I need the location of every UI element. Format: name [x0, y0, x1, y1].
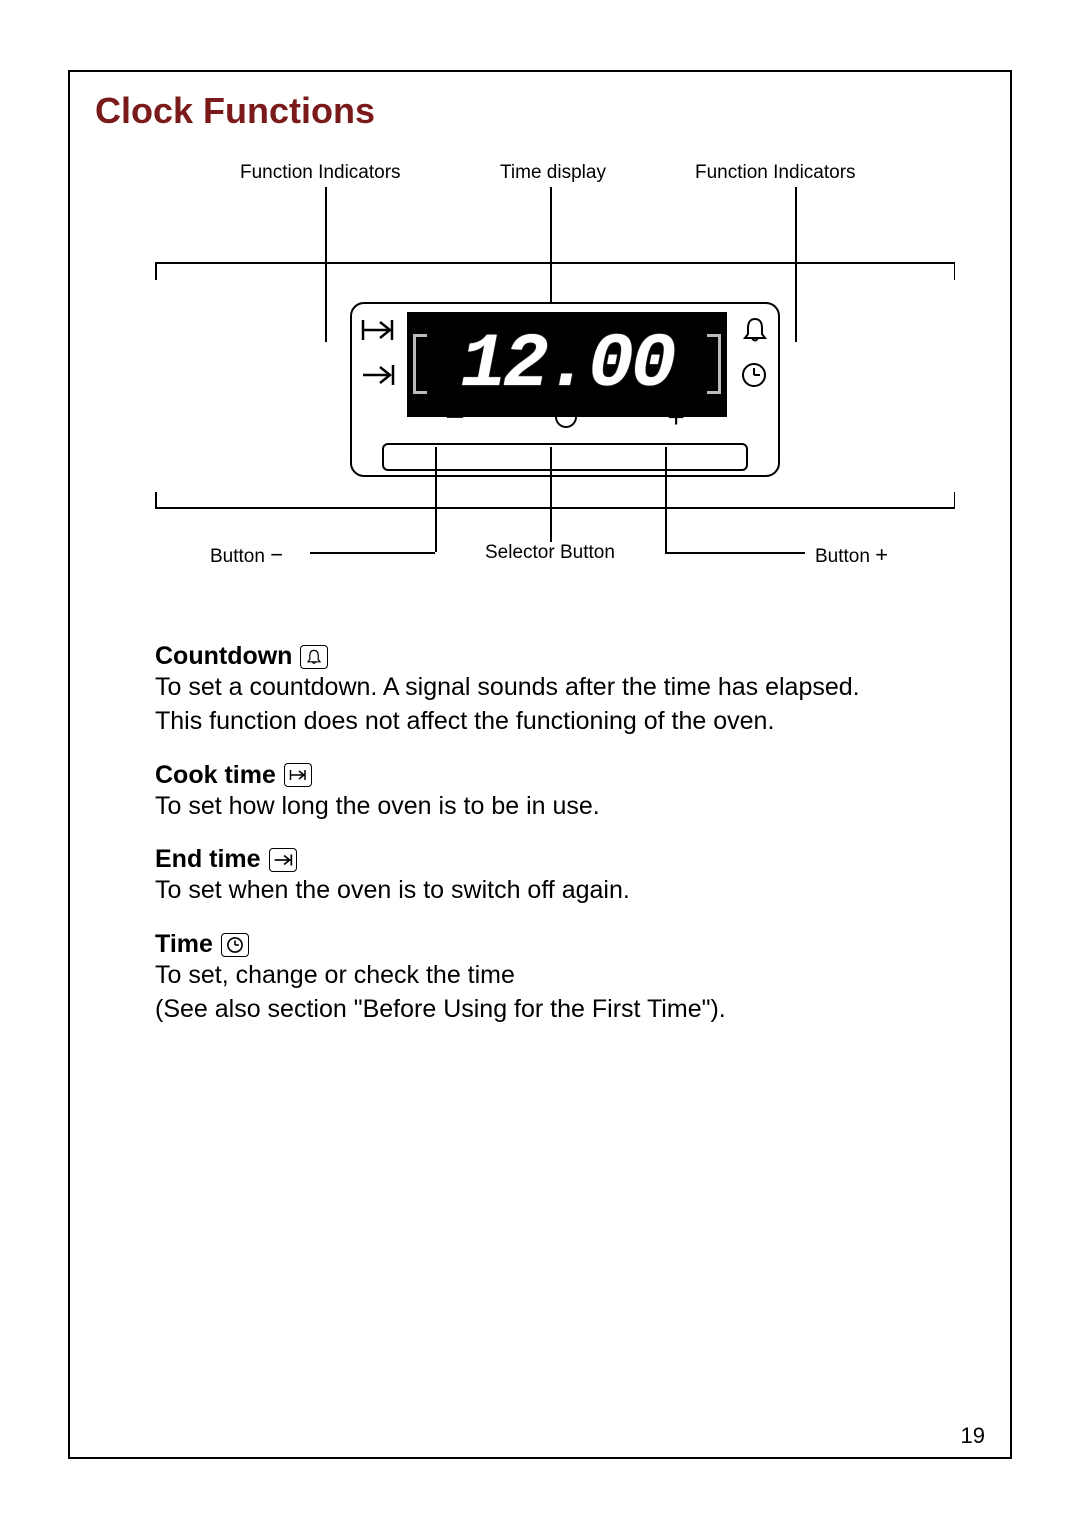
clock-icon [740, 361, 770, 394]
countdown-title-text: Countdown [155, 642, 292, 671]
time-title-text: Time [155, 930, 213, 959]
time-title: Time [155, 930, 925, 959]
leader-h-minus [310, 552, 435, 554]
leader-v3 [795, 187, 797, 342]
left-function-indicators [360, 316, 396, 392]
minus-symbol: − [270, 542, 283, 567]
tick-tr [954, 262, 956, 280]
clock-icon-inline [221, 933, 249, 957]
label-selector-button: Selector Button [485, 542, 615, 564]
time-section: Time To set, change or check the time (S… [155, 930, 925, 1027]
tick-br [954, 492, 956, 507]
time-value: 12.00 [460, 327, 673, 403]
plus-symbol: + [875, 542, 888, 567]
diagram-bottom-line [155, 507, 955, 509]
end-time-icon [360, 363, 396, 392]
label-button-minus: Button − [210, 542, 283, 568]
label-button-plus-text: Button [815, 546, 870, 567]
minus-button[interactable]: − [445, 398, 465, 437]
leader-b1b [435, 507, 437, 552]
cooktime-title: Cook time [155, 761, 925, 790]
time-body-2: (See also section "Before Using for the … [155, 993, 925, 1027]
label-function-indicators-right: Function Indicators [695, 162, 856, 184]
display-panel: 12.00 − [350, 302, 780, 477]
leader-b2b [550, 507, 552, 542]
label-button-plus: Button + [815, 542, 888, 568]
label-function-indicators-left: Function Indicators [240, 162, 401, 184]
function-descriptions: Countdown To set a countdown. A signal s… [155, 642, 925, 1027]
cook-time-icon [360, 316, 396, 349]
bell-icon [740, 316, 770, 349]
leader-v1 [325, 187, 327, 342]
leader-b1 [435, 447, 437, 507]
panel-button-row: − + [352, 398, 778, 437]
cooktime-title-text: Cook time [155, 761, 276, 790]
page-title: Clock Functions [95, 90, 985, 132]
leader-b3b [665, 507, 667, 552]
endtime-section: End time To set when the oven is to swit… [155, 845, 925, 908]
lcd-bracket-left [413, 334, 427, 394]
tick-tl [155, 262, 157, 280]
label-time-display: Time display [500, 162, 606, 184]
leader-b3 [665, 447, 667, 507]
cooktime-body: To set how long the oven is to be in use… [155, 790, 925, 824]
bell-icon-inline [300, 645, 328, 669]
countdown-section: Countdown To set a countdown. A signal s… [155, 642, 925, 739]
leader-v2 [550, 187, 552, 302]
countdown-body-2: This function does not affect the functi… [155, 705, 925, 739]
endtime-body: To set when the oven is to switch off ag… [155, 874, 925, 908]
countdown-body-1: To set a countdown. A signal sounds afte… [155, 671, 925, 705]
endtime-title: End time [155, 845, 925, 874]
tick-bl [155, 492, 157, 507]
lcd-bracket-right [707, 334, 721, 394]
label-button-minus-text: Button [210, 546, 265, 567]
plus-button[interactable]: + [667, 401, 685, 435]
cook-time-icon-inline [284, 763, 312, 787]
leader-b2 [550, 447, 552, 507]
right-function-indicators [740, 316, 770, 394]
page-content: Clock Functions Function Indicators Time… [95, 90, 985, 1049]
selector-button[interactable] [551, 400, 581, 435]
endtime-title-text: End time [155, 845, 261, 874]
panel-sub-rect [382, 443, 748, 471]
cooktime-section: Cook time To set how long the oven is to… [155, 761, 925, 824]
clock-diagram: Function Indicators Time display Functio… [155, 162, 955, 592]
time-body-1: To set, change or check the time [155, 959, 925, 993]
countdown-title: Countdown [155, 642, 925, 671]
page-number: 19 [961, 1423, 985, 1449]
leader-h-plus [665, 552, 805, 554]
diagram-top-line [155, 262, 955, 264]
end-time-icon-inline [269, 848, 297, 872]
